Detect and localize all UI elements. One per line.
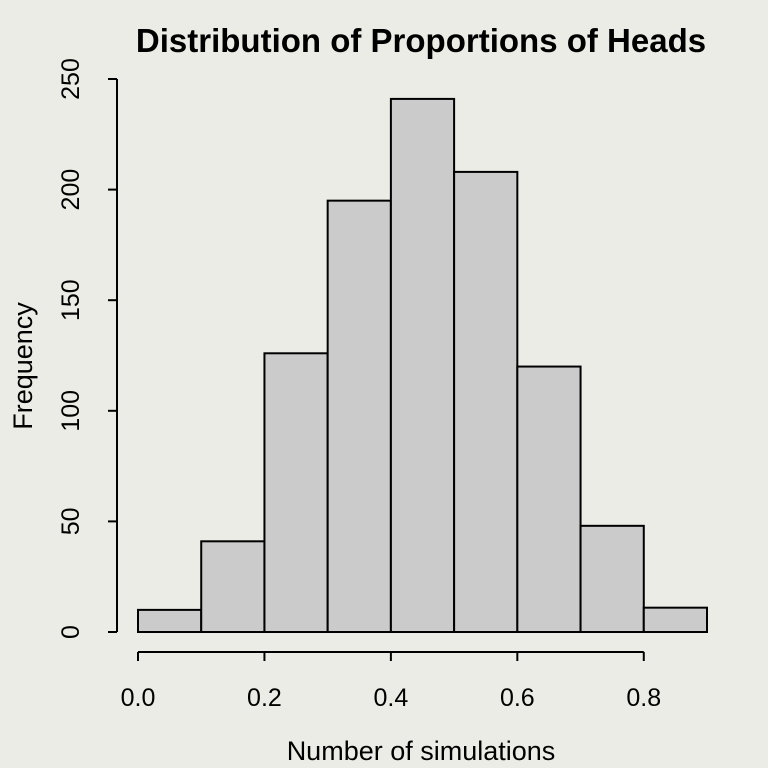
- y-tick-label-0: 0: [57, 625, 85, 639]
- histogram-bar-0: [137, 608, 203, 634]
- x-axis: 0.0 0.2 0.4 0.6 0.8: [121, 651, 661, 712]
- histogram-bar-3: [326, 199, 392, 633]
- x-tick-label-1: 0.2: [247, 684, 282, 712]
- y-tick-label-1: 50: [57, 507, 85, 535]
- x-tick-label-3: 0.6: [500, 684, 535, 712]
- y-axis-label: Frequency: [8, 302, 38, 430]
- x-axis-label: Number of simulations: [287, 736, 556, 766]
- histogram-bar-2: [263, 352, 329, 633]
- y-tick-label-4: 200: [57, 169, 85, 211]
- y-tick-label-3: 150: [57, 279, 85, 321]
- x-tick-label-0: 0.0: [121, 684, 156, 712]
- y-axis: 0 50 100 150 200 250: [57, 58, 118, 639]
- histogram-bar-8: [642, 606, 708, 634]
- histogram-bar-4: [389, 97, 456, 633]
- histogram-bar-1: [200, 540, 266, 633]
- histogram-bar-5: [453, 170, 519, 634]
- y-tick-label-2: 100: [57, 390, 85, 432]
- histogram-bar-6: [516, 365, 582, 633]
- histogram-bar-7: [579, 524, 645, 633]
- x-tick-label-2: 0.4: [374, 684, 409, 712]
- bars-group: [137, 97, 708, 634]
- y-tick-label-5: 250: [57, 58, 85, 100]
- chart-title: Distribution of Proportions of Heads: [136, 22, 706, 59]
- x-tick-label-4: 0.8: [626, 684, 661, 712]
